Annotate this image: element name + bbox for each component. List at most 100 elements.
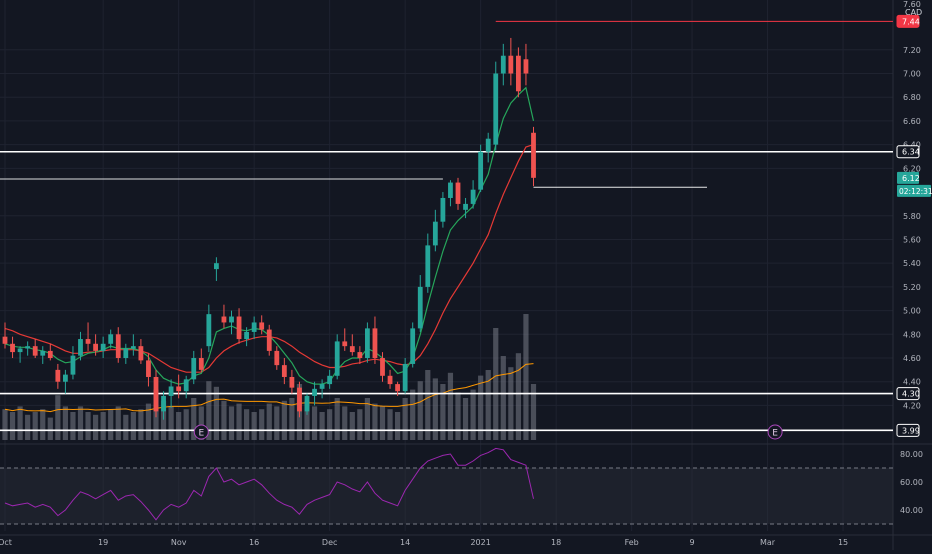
candle	[146, 353, 151, 387]
candle	[312, 381, 317, 406]
candle	[123, 343, 129, 364]
candle	[531, 126, 536, 187]
candle-body	[78, 339, 83, 356]
volume-bar	[70, 412, 76, 440]
candle	[478, 144, 484, 193]
candle-body	[319, 384, 325, 389]
candle-body	[365, 328, 370, 359]
candle	[229, 310, 234, 335]
candle	[161, 391, 166, 420]
price-tick-label: 6.20	[903, 164, 921, 173]
candle	[365, 322, 370, 363]
rsi-band	[0, 468, 893, 524]
candle-body	[312, 388, 317, 396]
candle-body	[372, 328, 378, 359]
price-tick-label: 4.60	[903, 354, 921, 363]
level-price-badge: 3.99	[896, 423, 920, 437]
time-tick-label: Oct	[0, 538, 12, 547]
badge-box	[896, 423, 920, 437]
volume-bar	[160, 400, 167, 440]
candle-body	[17, 348, 23, 353]
volume-bar	[145, 403, 152, 440]
badge-text: 3.99	[902, 426, 920, 435]
rsi-tick-label: 40.00	[900, 506, 923, 515]
level-price-badge: 4.30	[896, 387, 920, 401]
volume-bar	[493, 328, 499, 440]
countdown-box	[897, 184, 931, 197]
time-tick-label: Nov	[171, 538, 187, 547]
volume-bar	[425, 370, 431, 440]
last-price-box	[897, 171, 919, 184]
candle-body	[281, 365, 287, 377]
candle	[500, 43, 506, 86]
candle-body	[342, 341, 348, 347]
candle	[251, 316, 257, 340]
candle-body	[448, 182, 453, 198]
earnings-label: E	[198, 429, 204, 439]
candle-body	[47, 350, 53, 359]
candle	[100, 336, 106, 359]
time-tick-label: 9	[690, 538, 695, 547]
candle-body	[357, 352, 363, 359]
volume-bar	[236, 403, 242, 440]
candle	[380, 352, 385, 382]
candle-body	[40, 350, 46, 356]
volume-bar	[47, 417, 53, 440]
volume-bar	[9, 412, 16, 440]
volume-bar	[123, 414, 129, 440]
candle-body	[478, 151, 484, 190]
candle	[214, 257, 219, 281]
volume-bar	[311, 406, 318, 440]
volume-bar	[2, 409, 8, 440]
candle	[357, 346, 363, 364]
price-tick-label: 5.20	[903, 283, 921, 292]
time-tick-label: 15	[838, 538, 848, 547]
volume-bar	[447, 372, 454, 440]
candle-body	[183, 379, 189, 392]
candle-body	[440, 197, 446, 222]
candle	[304, 393, 310, 415]
volume-bar	[251, 412, 257, 440]
candle-body	[244, 331, 249, 340]
candle-body	[432, 221, 438, 246]
price-tick-label: 7.20	[903, 46, 921, 55]
volume-bar	[138, 409, 144, 440]
volume-bar	[289, 398, 295, 440]
volume-bar	[364, 398, 370, 440]
rsi-tick-label: 60.00	[900, 478, 923, 487]
candle	[523, 43, 529, 86]
candle-body	[168, 386, 174, 396]
volume-bar	[221, 400, 227, 440]
volume-bar	[500, 356, 506, 440]
candle-body	[516, 55, 521, 92]
volume-bar	[327, 409, 333, 440]
time-tick-label: 14	[400, 538, 410, 547]
price-tick-label: 5.60	[903, 235, 921, 244]
volume-bar	[32, 412, 38, 440]
candle-body	[236, 316, 242, 340]
candle	[47, 343, 53, 361]
candle-body	[417, 286, 423, 329]
candle	[244, 327, 249, 347]
candle-body	[221, 316, 227, 323]
candle-body	[176, 386, 182, 392]
candle	[176, 374, 182, 399]
volume-bar	[62, 406, 68, 440]
candle	[281, 358, 287, 385]
candle-body	[70, 355, 76, 375]
candle	[485, 132, 491, 163]
volume-bar	[130, 412, 136, 440]
volume-bar	[100, 412, 106, 440]
volume-bar	[402, 398, 408, 440]
candle	[297, 381, 302, 418]
badge-text: 4.30	[902, 390, 920, 399]
candle	[259, 315, 265, 335]
candle	[183, 375, 189, 399]
candle-body	[402, 363, 408, 392]
volume-ma-line	[4, 363, 534, 413]
candle-body	[259, 322, 265, 330]
price-tick-label: 5.80	[903, 212, 921, 221]
volume-bar	[176, 412, 182, 440]
